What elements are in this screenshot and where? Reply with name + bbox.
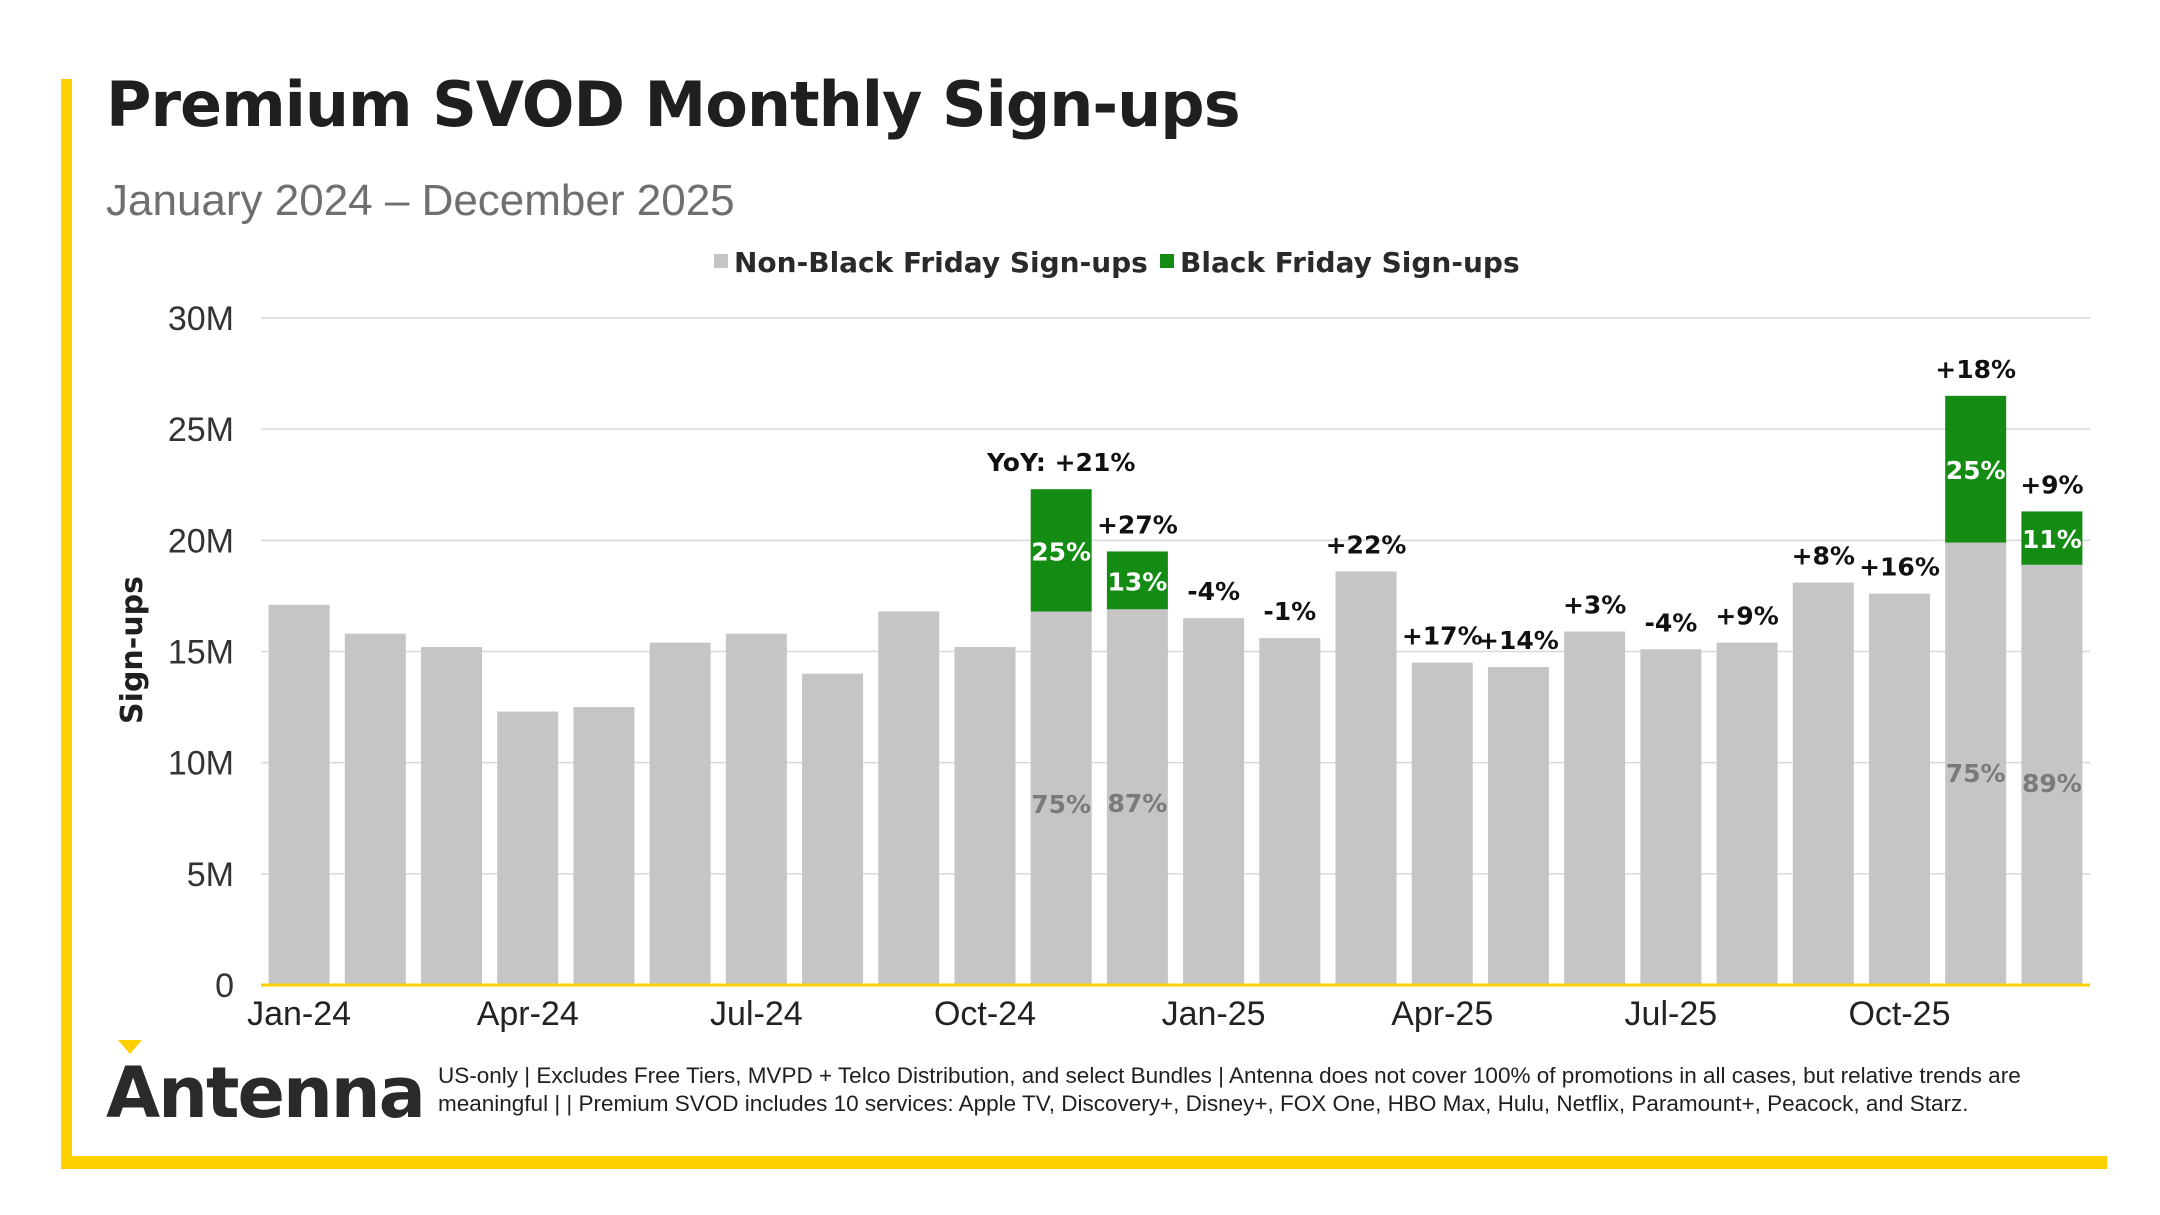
non-bf-share-label: 75%	[1031, 790, 1091, 819]
non-bf-share-label: 89%	[2022, 769, 2082, 798]
bar-bf	[1945, 395, 2007, 543]
x-tick-label: Jan-24	[247, 995, 351, 1033]
footnote: US-only | Excludes Free Tiers, MVPD + Te…	[438, 1063, 2021, 1116]
y-axis-label: Sign-ups	[115, 576, 150, 724]
bars	[261, 395, 2090, 987]
x-tick-label: Jul-24	[710, 995, 803, 1033]
y-tick-label: 30M	[168, 300, 234, 338]
bf-share-label: 25%	[1031, 537, 1091, 566]
x-tick-label: Apr-25	[1391, 995, 1493, 1033]
bar-non-bf	[1716, 642, 1778, 985]
bar-bf	[2021, 511, 2083, 565]
bar-non-bf	[497, 711, 559, 985]
bar-non-bf	[2021, 564, 2083, 985]
bar-non-bf	[1564, 631, 1626, 985]
bf-share-label: 25%	[1946, 456, 2006, 485]
bar-non-bf	[344, 633, 406, 985]
y-tick-label: 20M	[168, 522, 234, 560]
x-axis-ticks: Jan-24 Apr-24 Jul-24 Oct-24 Jan-25 Apr-25 Jul-…	[247, 995, 1950, 1033]
bar-non-bf	[1640, 649, 1702, 985]
grid-lines	[261, 317, 2090, 875]
bar-non-bf	[1487, 667, 1549, 985]
accent-frame-bottom	[61, 1156, 2107, 1169]
x-tick-label: Oct-25	[1848, 995, 1950, 1033]
yoy-label: +17%	[1402, 622, 1483, 651]
bar-non-bf	[1411, 662, 1473, 985]
page-subtitle: January 2024 – December 2025	[106, 176, 735, 225]
yoy-label: -1%	[1263, 597, 1316, 626]
chart-legend: Non-Black Friday Sign-ups Black Friday S…	[714, 246, 1520, 279]
yoy-label: -4%	[1644, 608, 1697, 637]
legend-swatch-non-bf	[714, 254, 728, 268]
yoy-label: +8%	[1792, 542, 1855, 571]
yoy-label: +9%	[2020, 470, 2083, 499]
bar-non-bf	[954, 647, 1016, 985]
bar-non-bf	[573, 707, 635, 985]
yoy-label: +14%	[1478, 626, 1559, 655]
y-tick-label: 5M	[187, 856, 234, 894]
yoy-label: YoY: +21%	[986, 448, 1135, 477]
bar-non-bf	[1030, 611, 1092, 985]
yoy-label: +22%	[1326, 530, 1407, 559]
y-tick-label: 10M	[168, 745, 234, 783]
bar-non-bf	[1335, 571, 1397, 985]
non-bf-share-label: 87%	[1107, 789, 1167, 818]
y-tick-label: 25M	[168, 411, 234, 449]
y-tick-label: 0	[215, 967, 234, 1005]
accent-frame-left	[61, 79, 72, 1169]
x-tick-label: Jul-25	[1625, 995, 1718, 1033]
bar-non-bf	[802, 673, 864, 985]
bar-non-bf	[1183, 618, 1245, 985]
legend-label-bf: Black Friday Sign-ups	[1180, 246, 1520, 279]
page-title: Premium SVOD Monthly Sign-ups	[106, 68, 1241, 141]
yoy-label: +16%	[1859, 553, 1940, 582]
bar-non-bf	[1259, 638, 1321, 985]
bf-share-label: 13%	[1107, 567, 1167, 596]
yoy-label: +9%	[1715, 602, 1778, 631]
bar-non-bf	[878, 611, 940, 985]
yoy-label: +18%	[1935, 355, 2016, 384]
y-axis-ticks: 0 5M 10M 15M 20M 25M 30M	[168, 300, 234, 1005]
bar-bf	[1106, 551, 1168, 610]
bar-non-bf	[1792, 582, 1854, 985]
bf-share-label: 11%	[2022, 525, 2082, 554]
bar-non-bf	[1868, 593, 1930, 985]
bar-non-bf	[649, 642, 711, 985]
yoy-label: -4%	[1187, 577, 1240, 606]
antenna-logo: Antenna	[106, 1052, 426, 1134]
antenna-logo-mark-icon	[118, 1040, 142, 1054]
legend-label-non-bf: Non-Black Friday Sign-ups	[734, 246, 1148, 279]
bar-non-bf	[725, 633, 787, 985]
x-tick-label: Apr-24	[477, 995, 579, 1033]
y-tick-label: 15M	[168, 634, 234, 672]
yoy-label: +3%	[1563, 590, 1626, 619]
yoy-label: +27%	[1097, 510, 1178, 539]
bar-non-bf	[268, 604, 330, 985]
x-tick-label: Oct-24	[934, 995, 1036, 1033]
legend-swatch-bf	[1160, 254, 1174, 268]
x-tick-label: Jan-25	[1162, 995, 1266, 1033]
bar-non-bf	[421, 647, 483, 985]
data-labels: 25%75%YoY: +21%13%87%+27%-4%-1%+22%+17%+…	[986, 355, 2084, 819]
bar-bf	[1030, 489, 1092, 612]
bar-non-bf	[1945, 542, 2007, 985]
bar-non-bf	[1106, 609, 1168, 985]
non-bf-share-label: 75%	[1946, 759, 2006, 788]
